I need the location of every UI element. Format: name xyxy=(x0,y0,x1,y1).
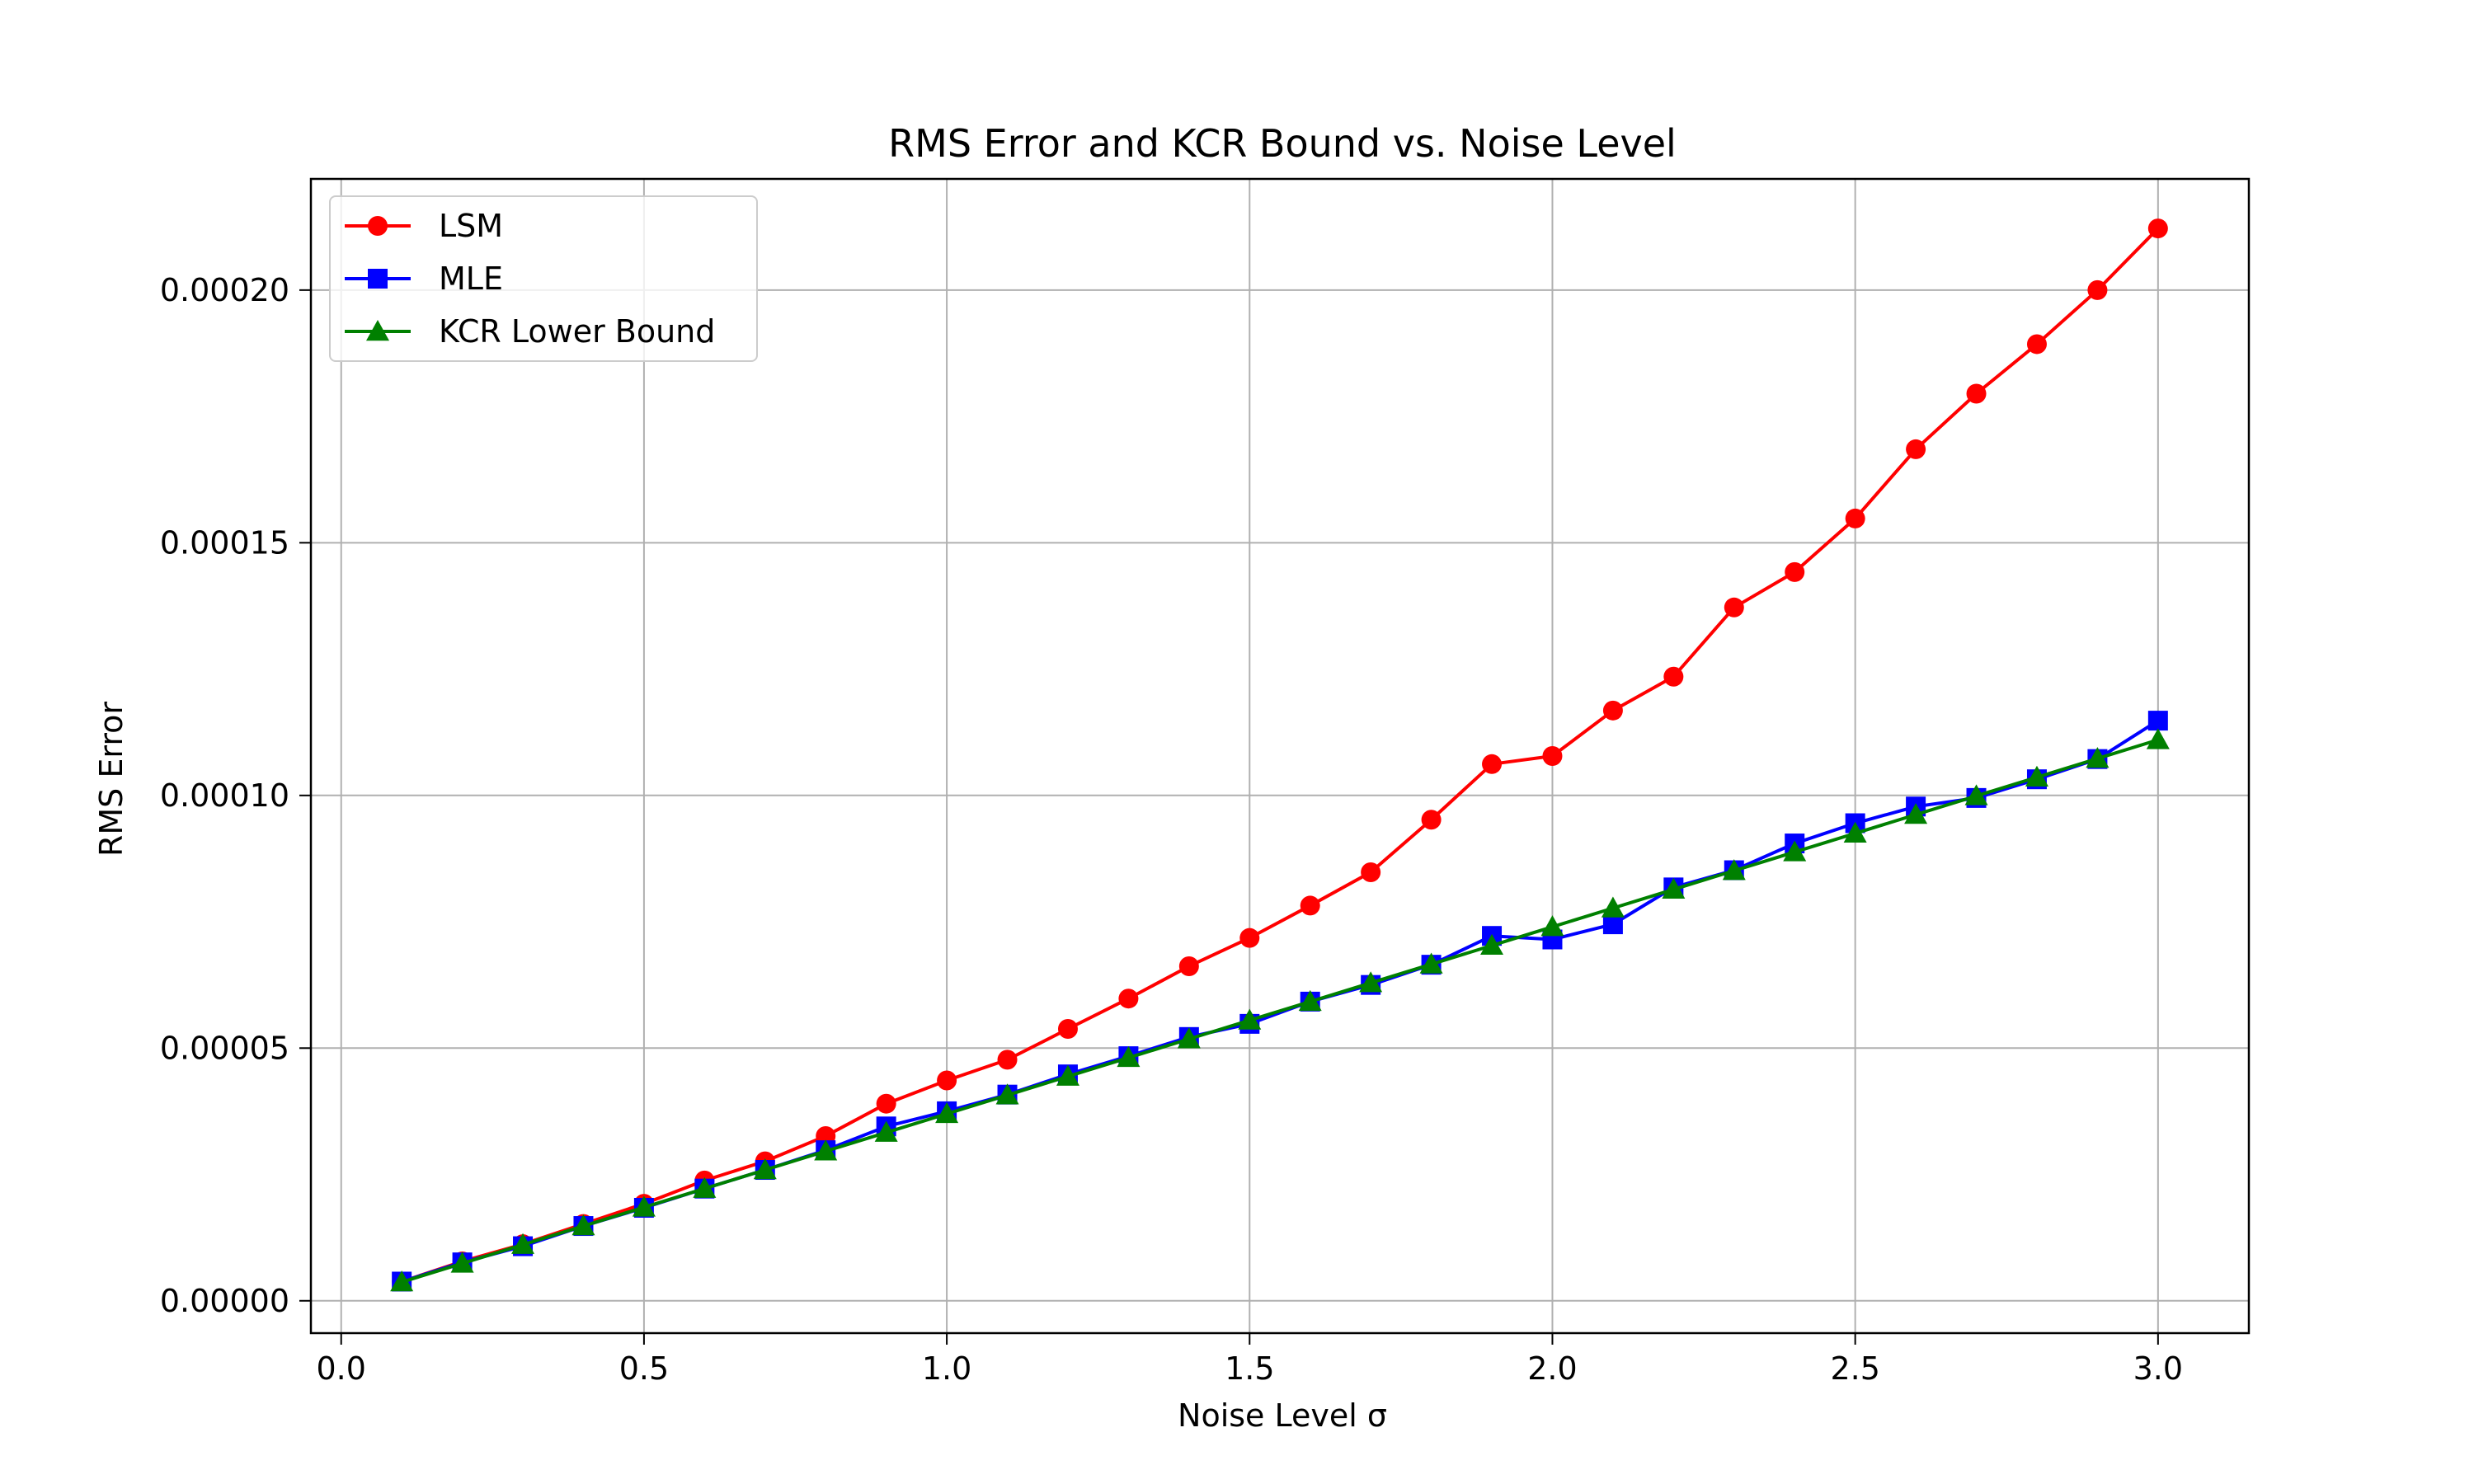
data-point-kcr-lower-bound xyxy=(1540,915,1564,937)
legend-marker xyxy=(366,320,389,341)
data-point-lsm xyxy=(1239,928,1260,948)
x-tick-label: 2.0 xyxy=(1527,1350,1577,1387)
data-point-kcr-lower-bound xyxy=(2086,747,2109,768)
x-tick-label: 0.5 xyxy=(619,1350,669,1387)
x-tick-label: 3.0 xyxy=(2133,1350,2183,1387)
data-point-kcr-lower-bound xyxy=(1298,989,1322,1012)
axis-ticks: 0.0 0.5 1.0 1.5 2.0 2.5 3.0 0.00000 0.00005 0.000… xyxy=(160,272,2183,1387)
data-point-lsm xyxy=(1966,383,1987,404)
legend-marker xyxy=(368,216,388,236)
data-point-kcr-lower-bound xyxy=(511,1233,535,1254)
legend-item-lsm: LSM xyxy=(345,208,503,244)
data-point-kcr-lower-bound xyxy=(995,1083,1019,1105)
data-point-kcr-lower-bound xyxy=(390,1270,414,1292)
legend-marker xyxy=(368,269,388,289)
data-point-mle xyxy=(2147,711,2168,731)
y-tick-label: 0.00020 xyxy=(160,272,289,308)
data-point-kcr-lower-bound xyxy=(1419,952,1443,974)
data-point-lsm xyxy=(1542,746,1563,766)
data-point-kcr-lower-bound xyxy=(1843,821,1867,843)
data-point-kcr-lower-bound xyxy=(1359,971,1383,993)
legend-label: MLE xyxy=(439,261,503,297)
data-point-lsm xyxy=(1421,810,1442,830)
data-point-kcr-lower-bound xyxy=(1722,859,1746,881)
data-point-lsm xyxy=(1602,700,1623,721)
data-point-lsm xyxy=(1118,989,1139,1009)
data-point-lsm xyxy=(1906,439,1926,459)
data-point-lsm xyxy=(2147,218,2168,239)
plot-frame xyxy=(309,177,2251,1335)
data-point-kcr-lower-bound xyxy=(1904,803,1928,824)
data-point-kcr-lower-bound xyxy=(1783,840,1807,862)
data-point-lsm xyxy=(1178,956,1199,976)
legend-item-mle: MLE xyxy=(345,261,503,297)
data-point-lsm xyxy=(2026,334,2047,355)
data-point-kcr-lower-bound xyxy=(571,1214,595,1236)
data-point-kcr-lower-bound xyxy=(1964,784,1988,805)
x-tick-label: 1.0 xyxy=(922,1350,971,1387)
y-tick-label: 0.00015 xyxy=(160,524,289,561)
data-point-lsm xyxy=(1361,862,1381,882)
data-point-kcr-lower-bound xyxy=(1056,1064,1079,1086)
series-line-lsm xyxy=(401,227,2160,1284)
data-point-kcr-lower-bound xyxy=(935,1101,959,1124)
data-point-kcr-lower-bound xyxy=(814,1139,838,1161)
data-point-lsm xyxy=(876,1093,896,1114)
x-tick-label: 2.5 xyxy=(1830,1350,1879,1387)
data-point-kcr-lower-bound xyxy=(1177,1027,1201,1049)
data-point-mle xyxy=(1602,914,1623,935)
x-tick-label: 0.0 xyxy=(317,1350,366,1387)
y-tick-label: 0.00010 xyxy=(160,777,289,814)
x-axis-title: Noise Level σ xyxy=(1178,1397,1387,1434)
series-layer xyxy=(390,218,2170,1292)
data-point-kcr-lower-bound xyxy=(450,1252,474,1273)
data-point-lsm xyxy=(1057,1018,1078,1039)
data-point-kcr-lower-bound xyxy=(1480,933,1504,956)
y-tick-label: 0.00005 xyxy=(160,1030,289,1066)
data-point-kcr-lower-bound xyxy=(753,1158,777,1180)
data-point-lsm xyxy=(2087,279,2108,300)
legend-label: LSM xyxy=(439,208,503,244)
data-point-kcr-lower-bound xyxy=(1601,896,1625,918)
data-point-lsm xyxy=(937,1070,957,1091)
data-point-kcr-lower-bound xyxy=(2025,765,2048,787)
legend: LSM MLE KCR Lower Bound xyxy=(329,195,758,362)
data-point-kcr-lower-bound xyxy=(693,1176,717,1198)
y-tick-label: 0.00000 xyxy=(160,1283,289,1319)
data-point-lsm xyxy=(1785,561,1805,582)
legend-item-kcr-lower-bound: KCR Lower Bound xyxy=(345,313,715,350)
data-point-kcr-lower-bound xyxy=(2146,728,2170,749)
data-point-lsm xyxy=(1663,666,1684,687)
series-kcr-lower-bound xyxy=(390,728,2170,1292)
grid xyxy=(311,179,2249,1333)
data-point-kcr-lower-bound xyxy=(632,1195,656,1217)
data-point-kcr-lower-bound xyxy=(1117,1045,1141,1068)
data-point-lsm xyxy=(997,1050,1018,1070)
y-axis-title: RMS Error xyxy=(93,702,129,857)
legend-box xyxy=(329,195,758,362)
data-point-lsm xyxy=(1845,508,1865,528)
data-point-kcr-lower-bound xyxy=(1662,877,1686,899)
x-tick-label: 1.5 xyxy=(1225,1350,1274,1387)
legend-label: KCR Lower Bound xyxy=(439,313,715,350)
data-point-kcr-lower-bound xyxy=(1238,1008,1262,1030)
series-line-kcr-lower-bound xyxy=(401,738,2159,1284)
data-point-lsm xyxy=(1300,895,1320,916)
data-point-lsm xyxy=(1724,597,1744,618)
data-point-kcr-lower-bound xyxy=(874,1120,898,1142)
chart-title: RMS Error and KCR Bound vs. Noise Level xyxy=(888,121,1677,166)
data-point-lsm xyxy=(1482,754,1503,774)
